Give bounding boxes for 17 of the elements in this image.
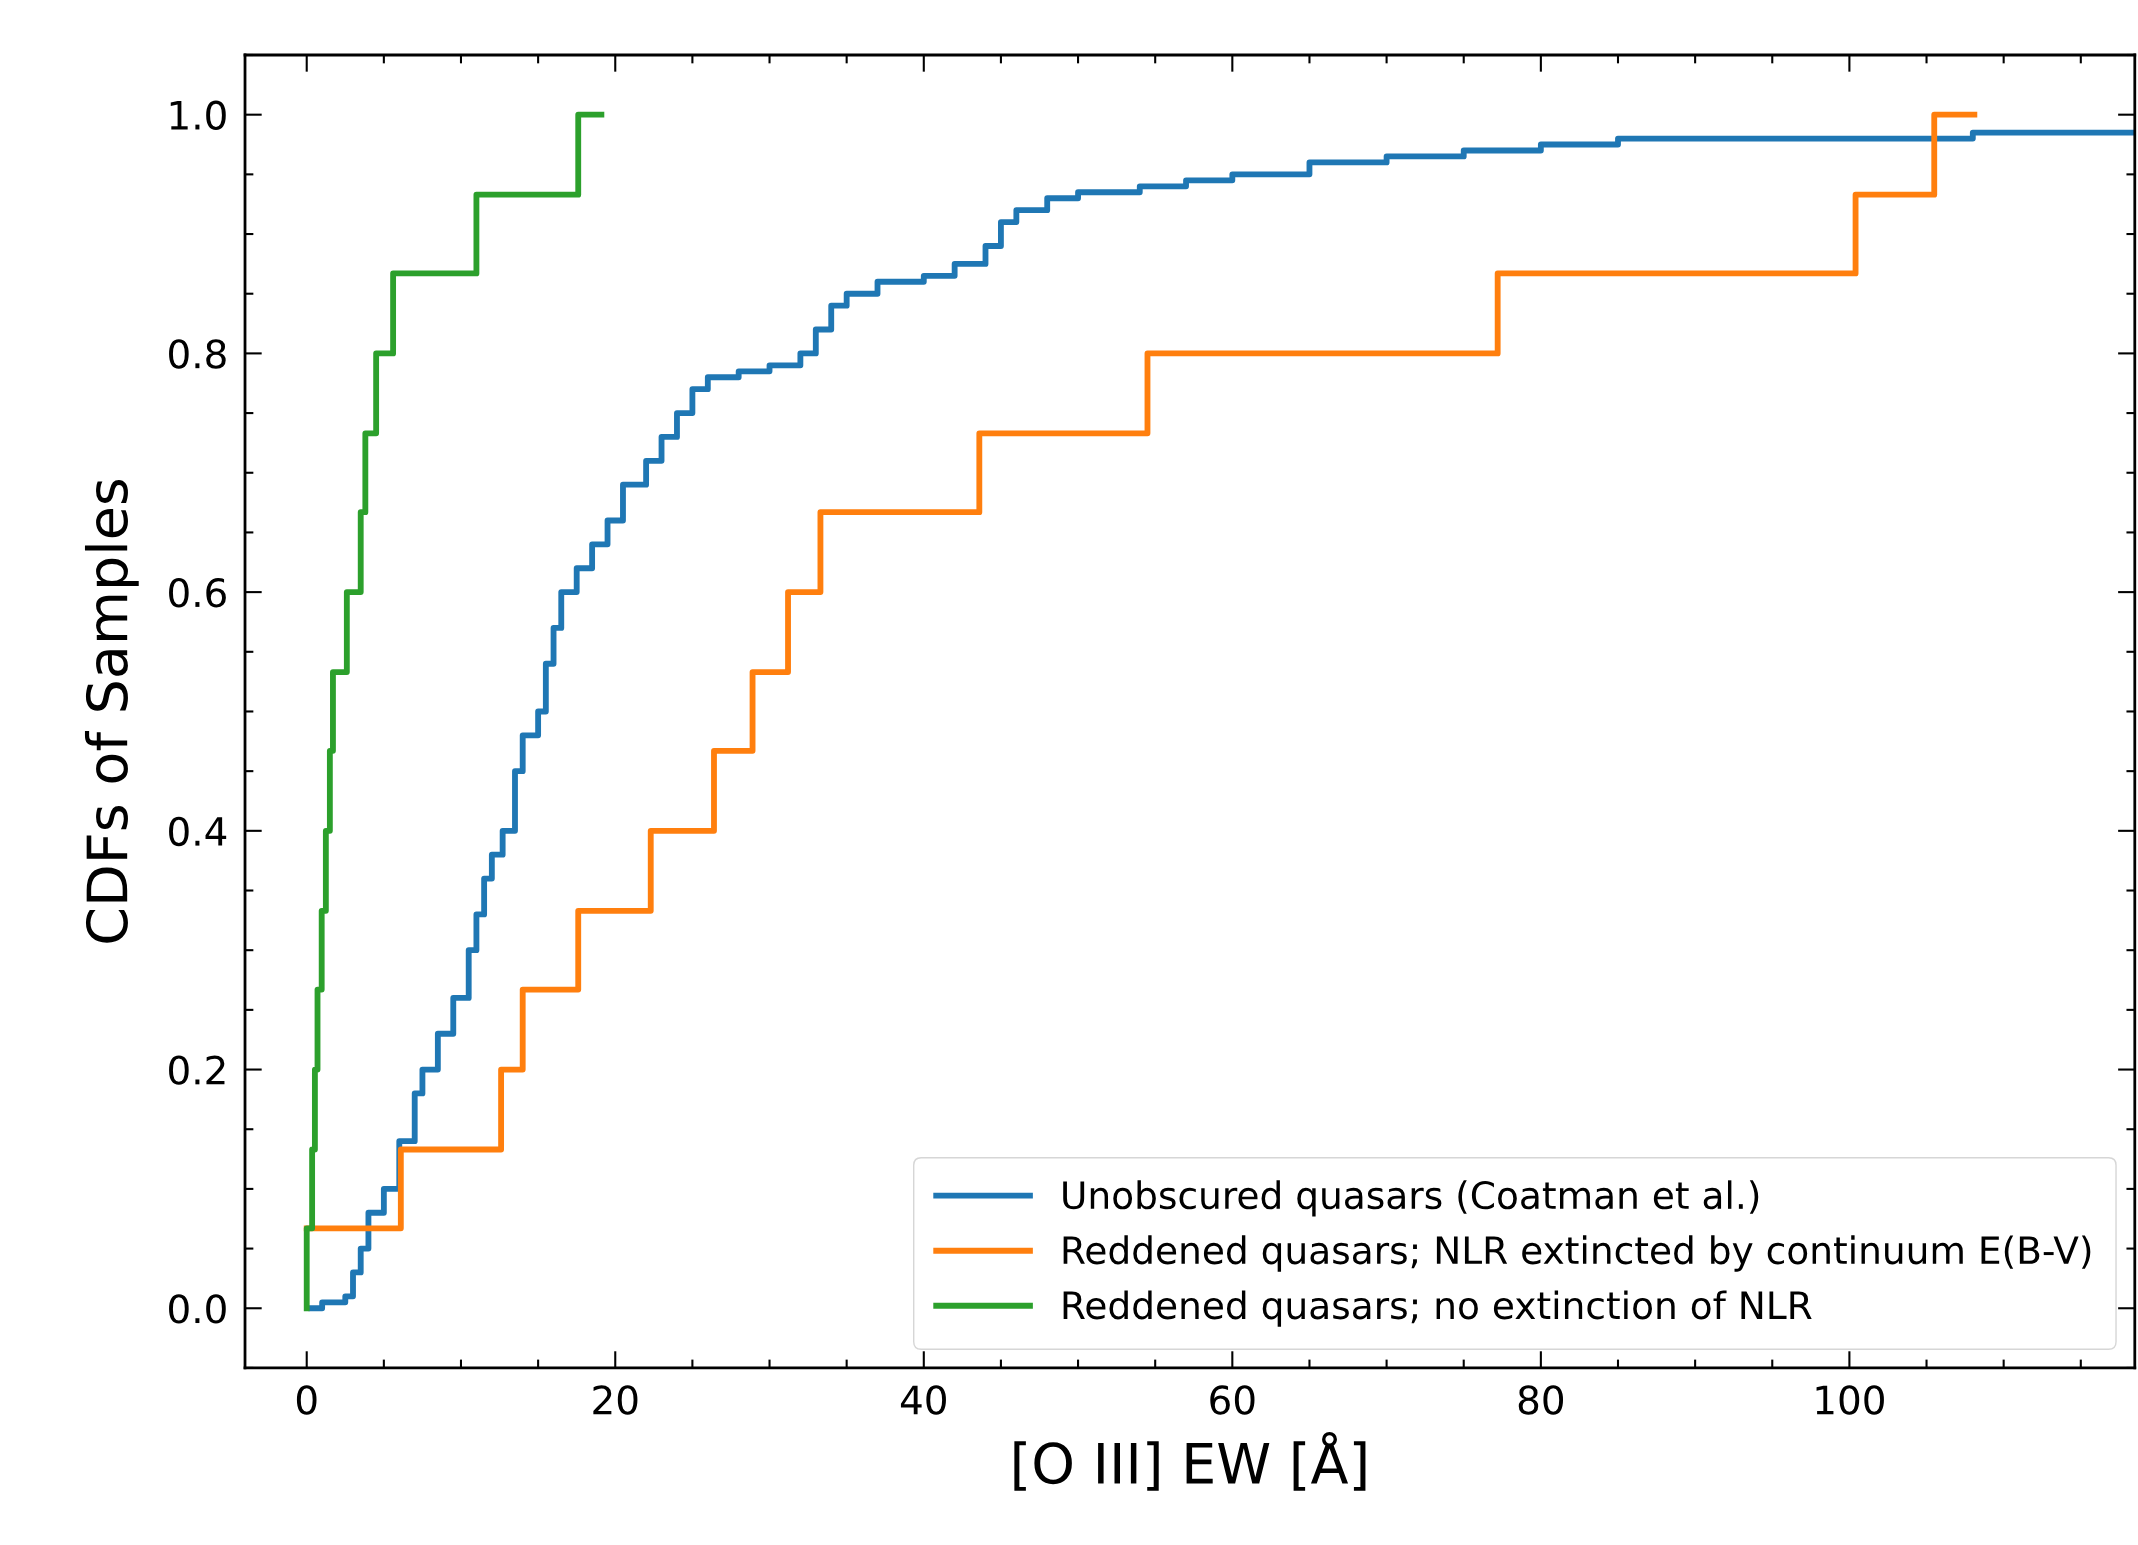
- x-tick-label: 40: [900, 1385, 946, 1415]
- y-tick-label: 0.0: [169, 1294, 226, 1324]
- y-tick-label: 0.8: [169, 339, 226, 369]
- x-tick-label: 100: [1816, 1385, 1884, 1415]
- y-tick-label: 1.0: [170, 100, 226, 131]
- x-tick-label: 20: [593, 1385, 638, 1415]
- x-tick-label: 60: [1210, 1385, 1255, 1415]
- y-tick-label: 0.4: [169, 816, 227, 847]
- y-tick-label: 0.2: [169, 1055, 225, 1085]
- y-axis-title: CDFs of Samples: [84, 479, 139, 943]
- legend-label: Reddened quasars; no extinction of NLR: [1063, 1290, 1812, 1327]
- legend-label: Unobscured quasars (Coatman et al.): [1063, 1180, 1759, 1217]
- x-tick-label: 0: [296, 1385, 317, 1415]
- y-tick-label: 0.6: [169, 578, 226, 608]
- legend-label: Reddened quasars; NLR extincted by continuum E(B-V): [1063, 1235, 2091, 1272]
- x-tick-label: 80: [1518, 1385, 1564, 1415]
- x-axis-title: [O III] EW [Å]: [1014, 1431, 1366, 1491]
